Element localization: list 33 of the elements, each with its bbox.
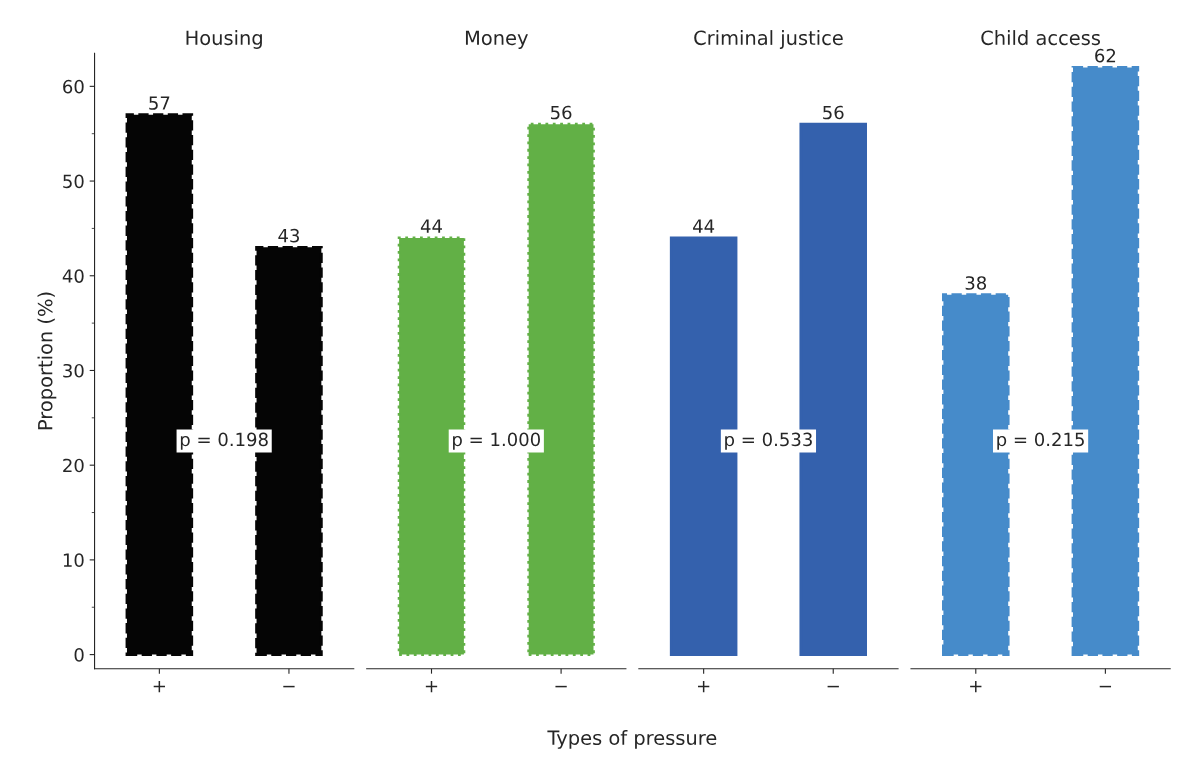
x-tick-label: + [153, 680, 166, 693]
y-tick-label: 50 [63, 174, 84, 189]
data-label: 57 [149, 96, 170, 110]
data-label: 44 [420, 219, 442, 233]
annotation: p = 0.198 [180, 432, 268, 450]
x-tick-label: + [970, 680, 982, 693]
y-tick-label: 20 [63, 458, 84, 473]
x-axis-title: Types of pressure [547, 730, 717, 749]
x-tick-label: + [697, 680, 710, 693]
data-label: 44 [693, 219, 715, 233]
y-tick-label: 60 [63, 79, 84, 94]
y-axis-title: Proportion (%) [37, 292, 57, 430]
annotation: p = 1.000 [453, 432, 540, 450]
chart-title: Housing [186, 30, 262, 49]
data-label: 56 [551, 105, 572, 120]
data-label: 56 [823, 105, 844, 120]
x-tick-label: − [1099, 685, 1112, 688]
chart-title: Criminal justice [694, 30, 843, 49]
data-label: 38 [965, 276, 987, 290]
x-tick-label: − [283, 685, 295, 688]
y-tick-label: 30 [63, 363, 84, 378]
data-label: 43 [278, 228, 299, 243]
annotation: p = 0.533 [725, 432, 812, 450]
x-tick-label: − [555, 685, 567, 688]
y-tick-label: 0 [74, 648, 84, 662]
y-tick-label: 40 [62, 269, 84, 283]
annotation: p = 0.215 [997, 432, 1084, 450]
y-tick-label: 10 [63, 553, 84, 567]
chart-title: Child access [981, 30, 1101, 46]
x-tick-label: − [827, 685, 839, 688]
data-label: 62 [1095, 48, 1116, 63]
x-tick-label: + [425, 680, 438, 693]
chart-title: Money [465, 30, 528, 49]
